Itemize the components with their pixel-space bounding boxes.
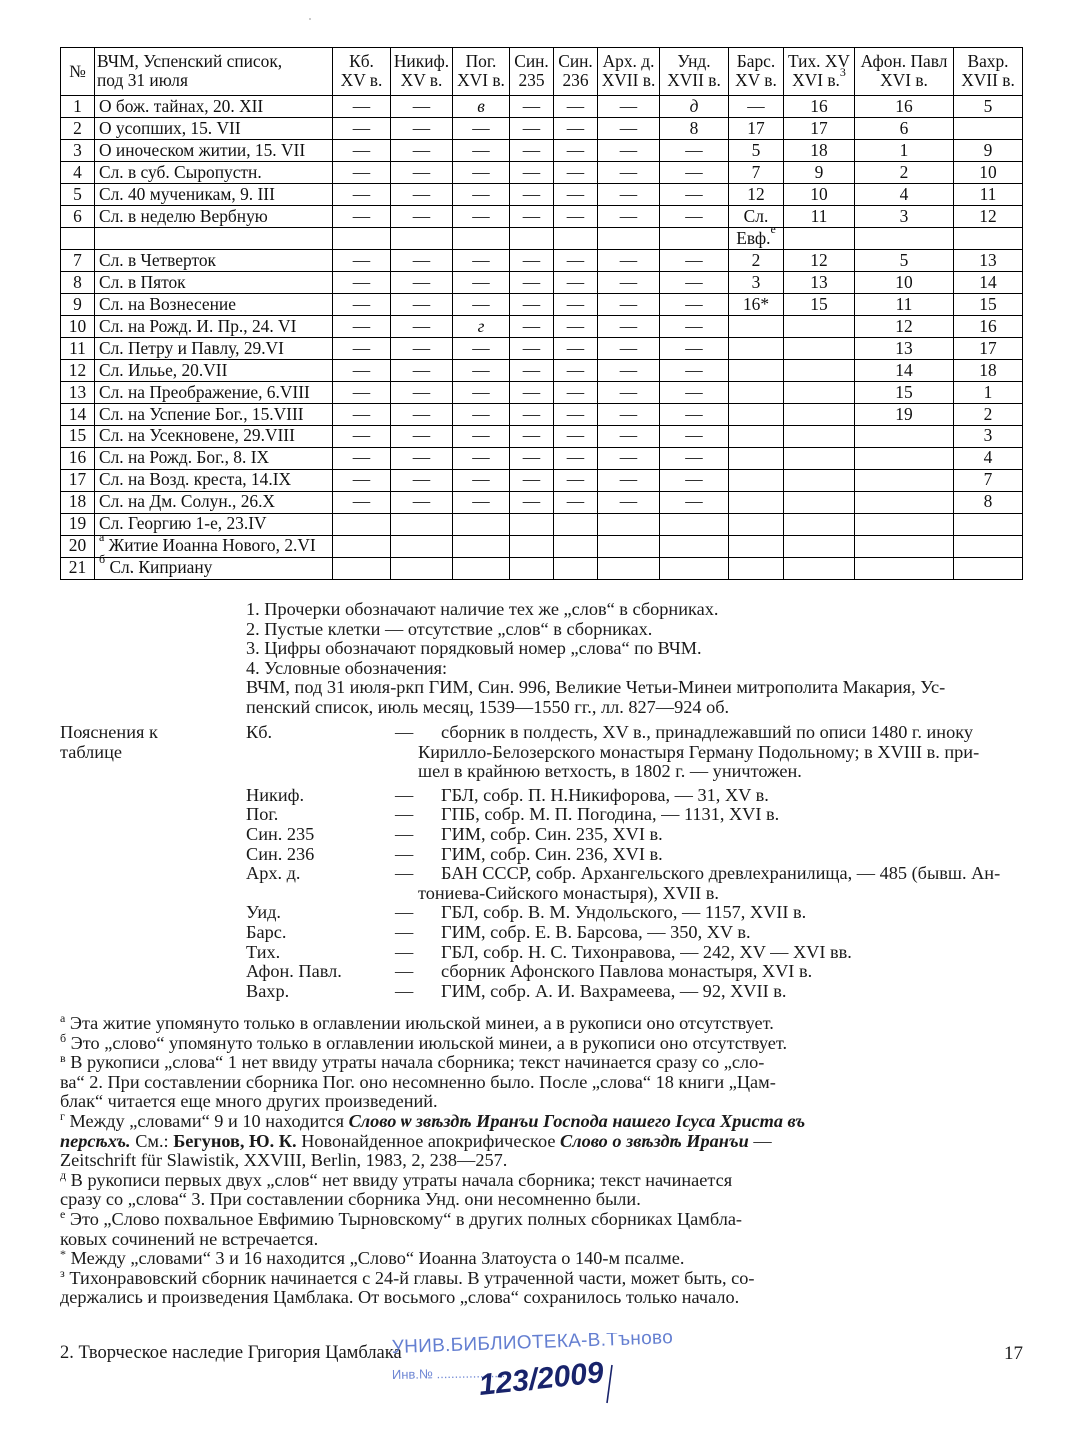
svg-text:123/2009: 123/2009 xyxy=(477,1356,605,1402)
svg-text:УНИВ.БИБЛИОТЕКА-В.Тъново: УНИВ.БИБЛИОТЕКА-В.Тъново xyxy=(391,1333,673,1358)
